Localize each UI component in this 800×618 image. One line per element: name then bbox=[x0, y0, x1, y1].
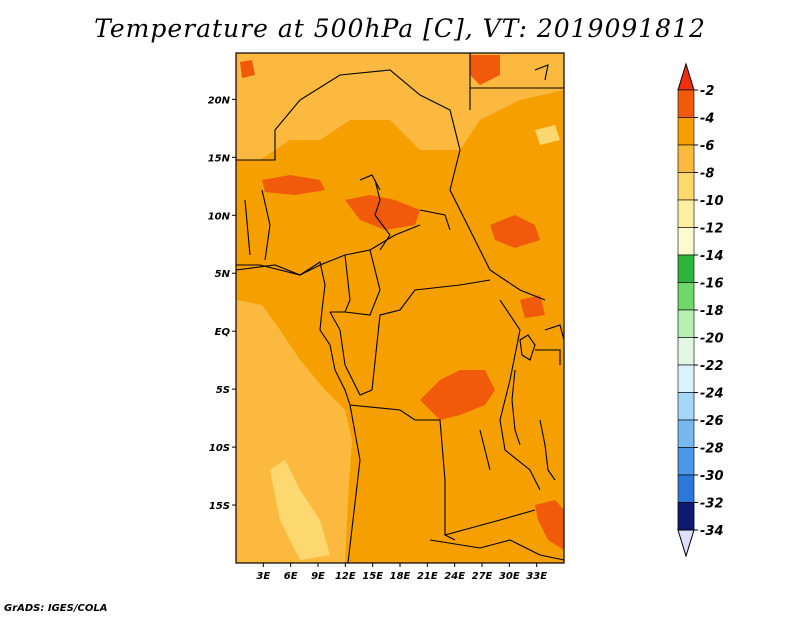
colorbar: -2 -4 -6 -8 -10 -12 -14 -16 -18 -20 -22 -24 -26 -28 -3… bbox=[677, 62, 724, 558]
colorbar-label: -20 bbox=[700, 332, 724, 347]
field-patch-minus2-congo bbox=[420, 370, 495, 420]
colorbar-band bbox=[677, 282, 695, 311]
field-patch-minus8-south bbox=[270, 460, 330, 560]
field-patch-minus2-sudan bbox=[490, 215, 540, 248]
latitude-axis: 20N 15N 10N 5N EQ 5S 10S 15S bbox=[208, 95, 236, 512]
colorbar-band bbox=[677, 502, 695, 531]
field-patch-minus2-chad bbox=[345, 195, 420, 230]
coastlines bbox=[235, 64, 556, 481]
field-patch-minus2-north bbox=[470, 55, 500, 85]
lon-tick-label: 27E bbox=[472, 571, 493, 582]
colorbar-band bbox=[677, 199, 695, 228]
lat-tick-label: 20N bbox=[208, 95, 231, 106]
lat-tick-label: 5S bbox=[216, 385, 230, 396]
colorbar-label: -6 bbox=[700, 139, 714, 154]
lat-tick-label: 10S bbox=[209, 443, 230, 454]
colorbar-label: -2 bbox=[700, 84, 714, 99]
colorbar-band bbox=[677, 144, 695, 173]
colorbar-label: -18 bbox=[700, 304, 724, 319]
field-patch-minus8-east bbox=[535, 125, 560, 145]
field-patch-minus2-sahel bbox=[262, 175, 325, 195]
colorbar-band bbox=[677, 172, 695, 201]
lon-tick-label: 9E bbox=[311, 571, 325, 582]
colorbar-band bbox=[677, 254, 695, 283]
colorbar-label: -30 bbox=[700, 469, 724, 484]
colorbar-label: -12 bbox=[700, 222, 724, 237]
lat-tick-label: 15N bbox=[208, 153, 231, 164]
colorbar-label: -10 bbox=[700, 194, 724, 209]
lon-tick-label: 3E bbox=[256, 571, 270, 582]
lon-tick-label: 30E bbox=[499, 571, 520, 582]
lon-tick-label: 33E bbox=[526, 571, 547, 582]
lon-tick-label: 18E bbox=[390, 571, 411, 582]
lon-tick-label: 12E bbox=[335, 571, 356, 582]
field-patch-minus2-rwanda bbox=[520, 295, 545, 318]
colorbar-label: -8 bbox=[700, 167, 714, 182]
field-patch-minus2-nw bbox=[240, 60, 255, 78]
colorbar-label: -14 bbox=[700, 249, 724, 264]
colorbar-label: -34 bbox=[700, 524, 724, 539]
colorbar-band bbox=[677, 447, 695, 476]
lon-tick-label: 6E bbox=[284, 571, 298, 582]
colorbar-label: -24 bbox=[700, 387, 724, 402]
colorbar-label: -4 bbox=[700, 112, 714, 127]
colorbar-label: -22 bbox=[700, 359, 724, 374]
colorbar-label: -16 bbox=[700, 277, 724, 292]
colorbar-band bbox=[677, 474, 695, 503]
colorbar-top-arrow bbox=[677, 62, 695, 91]
lon-tick-label: 24E bbox=[444, 571, 465, 582]
colorbar-band bbox=[677, 117, 695, 146]
colorbar-band bbox=[677, 227, 695, 256]
lon-tick-label: 21E bbox=[417, 571, 438, 582]
colorbar-band bbox=[677, 419, 695, 448]
grads-credit: GrADS: IGES/COLA bbox=[4, 603, 108, 614]
map-title: Temperature at 500hPa [C], VT: 201909181… bbox=[94, 14, 706, 43]
field-patch-minus2-se bbox=[535, 500, 564, 550]
lon-tick-label: 15E bbox=[362, 571, 383, 582]
colorbar-bottom-arrow bbox=[677, 529, 695, 558]
colorbar-band bbox=[677, 89, 695, 118]
colorbar-band bbox=[677, 392, 695, 421]
lat-tick-label: EQ bbox=[215, 327, 231, 338]
colorbar-label: -26 bbox=[700, 414, 724, 429]
longitude-axis: 3E 6E 9E 12E 15E 18E 21E 24E 27E 30E 33E bbox=[256, 563, 547, 582]
lat-tick-label: 10N bbox=[208, 211, 231, 222]
colorbar-band bbox=[677, 364, 695, 393]
colorbar-band bbox=[677, 309, 695, 338]
temperature-field bbox=[236, 53, 564, 563]
lat-tick-label: 15S bbox=[209, 501, 230, 512]
colorbar-label: -28 bbox=[700, 442, 724, 457]
lat-tick-label: 5N bbox=[215, 269, 231, 280]
country-borders bbox=[236, 53, 565, 564]
colorbar-band bbox=[677, 337, 695, 366]
field-region-minus6-west bbox=[236, 300, 352, 563]
colorbar-label: -32 bbox=[700, 497, 724, 512]
